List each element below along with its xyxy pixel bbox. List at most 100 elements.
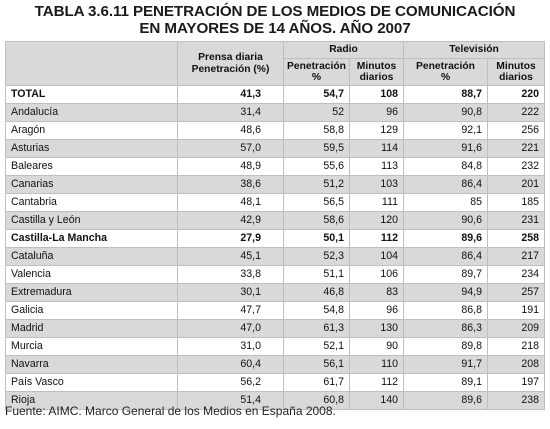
header-region	[5, 41, 178, 86]
cell-region: Canarias	[5, 175, 178, 194]
cell-tv-minutos: 185	[487, 193, 546, 212]
cell-prensa: 42,9	[177, 211, 284, 230]
cell-radio-minutos: 112	[348, 373, 405, 392]
cell-radio-penetracion: 52,3	[283, 247, 350, 266]
table-body: TOTAL 41,3 54,7 108 88,7 220 Andalucía 31,4 52 96…	[5, 85, 546, 410]
cell-radio-penetracion: 55,6	[283, 157, 350, 176]
header-radio: Radio	[282, 41, 405, 59]
table-row: Baleares 48,9 55,6 113 84,8 232	[5, 157, 546, 176]
cell-tv-minutos: 222	[487, 103, 546, 122]
cell-prensa: 48,1	[177, 193, 284, 212]
table-title-line2: EN MAYORES DE 14 AÑOS. AÑO 2007	[139, 20, 411, 37]
cell-radio-minutos: 129	[348, 121, 405, 140]
media-penetration-table: Prensa diaria Penetración (%) Radio Tele…	[5, 41, 546, 410]
cell-tv-penetracion: 90,8	[403, 103, 489, 122]
cell-radio-penetracion: 58,8	[283, 121, 350, 140]
cell-tv-minutos: 197	[487, 373, 546, 392]
header-tv-min-label: Minutos	[496, 60, 536, 72]
cell-tv-penetracion: 91,6	[403, 139, 489, 158]
cell-prensa: 27,9	[177, 229, 284, 248]
header-radio-min-sub: diarios	[359, 72, 394, 83]
cell-tv-minutos: 209	[487, 319, 546, 338]
cell-radio-penetracion: 56,5	[283, 193, 350, 212]
cell-radio-penetracion: 61,3	[283, 319, 350, 338]
header-prensa-sub: Penetración (%)	[191, 63, 270, 75]
cell-region: Extremadura	[5, 283, 178, 302]
cell-prensa: 41,3	[177, 85, 284, 104]
table-row: Navarra 60,4 56,1 110 91,7 208	[5, 355, 546, 374]
cell-radio-minutos: 104	[348, 247, 405, 266]
header-radio-pen-pct: %	[311, 72, 322, 83]
cell-region: Castilla-La Mancha	[5, 229, 178, 248]
cell-prensa: 31,0	[177, 337, 284, 356]
table-row: Murcia 31,0 52,1 90 89,8 218	[5, 337, 546, 356]
cell-tv-minutos: 217	[487, 247, 546, 266]
cell-radio-minutos: 96	[348, 301, 405, 320]
cell-tv-minutos: 231	[487, 211, 546, 230]
cell-tv-penetracion: 84,8	[403, 157, 489, 176]
cell-radio-penetracion: 51,1	[283, 265, 350, 284]
cell-tv-penetracion: 91,7	[403, 355, 489, 374]
table-row: País Vasco 56,2 61,7 112 89,1 197	[5, 373, 546, 392]
cell-radio-penetracion: 61,7	[283, 373, 350, 392]
cell-radio-minutos: 111	[348, 193, 405, 212]
cell-prensa: 38,6	[177, 175, 284, 194]
cell-radio-penetracion: 54,7	[283, 85, 350, 104]
cell-tv-penetracion: 92,1	[403, 121, 489, 140]
cell-prensa: 47,7	[177, 301, 284, 320]
cell-radio-penetracion: 46,8	[283, 283, 350, 302]
cell-region: Murcia	[5, 337, 178, 356]
cell-region: Navarra	[5, 355, 178, 374]
table-row: Galicia 47,7 54,8 96 86,8 191	[5, 301, 546, 320]
cell-region: Andalucía	[5, 103, 178, 122]
cell-tv-minutos: 256	[487, 121, 546, 140]
cell-prensa: 57,0	[177, 139, 284, 158]
table-row: Madrid 47,0 61,3 130 86,3 209	[5, 319, 546, 338]
cell-radio-minutos: 103	[348, 175, 405, 194]
cell-radio-minutos: 83	[348, 283, 405, 302]
cell-prensa: 48,6	[177, 121, 284, 140]
cell-prensa: 48,9	[177, 157, 284, 176]
cell-region: Asturias	[5, 139, 178, 158]
cell-radio-penetracion: 51,2	[283, 175, 350, 194]
cell-tv-minutos: 257	[487, 283, 546, 302]
table-row: Cantabria 48,1 56,5 111 85 185	[5, 193, 546, 212]
cell-tv-penetracion: 86,4	[403, 247, 489, 266]
cell-prensa: 31,4	[177, 103, 284, 122]
cell-region: Cantabria	[5, 193, 178, 212]
cell-tv-penetracion: 85	[403, 193, 489, 212]
cell-tv-minutos: 232	[487, 157, 546, 176]
cell-tv-penetracion: 89,6	[403, 229, 489, 248]
cell-tv-penetracion: 86,8	[403, 301, 489, 320]
header-tv-min-sub: diarios	[499, 72, 533, 83]
cell-tv-minutos: 191	[487, 301, 546, 320]
cell-tv-minutos: 258	[487, 229, 546, 248]
cell-tv-minutos: 201	[487, 175, 546, 194]
cell-region: Castilla y León	[5, 211, 178, 230]
header-radio-minutos: Minutos diarios	[348, 58, 405, 86]
cell-tv-minutos: 220	[487, 85, 546, 104]
cell-radio-penetracion: 56,1	[283, 355, 350, 374]
cell-radio-penetracion: 54,8	[283, 301, 350, 320]
cell-radio-minutos: 120	[348, 211, 405, 230]
cell-prensa: 30,1	[177, 283, 284, 302]
header-tv-pen-pct: %	[440, 72, 451, 83]
cell-tv-penetracion: 90,6	[403, 211, 489, 230]
cell-tv-penetracion: 89,6	[403, 391, 489, 410]
cell-region: País Vasco	[5, 373, 178, 392]
table-row: Castilla y León 42,9 58,6 120 90,6 231	[5, 211, 546, 230]
header-radio-pen-label: Penetración	[287, 60, 346, 72]
cell-tv-penetracion: 94,9	[403, 283, 489, 302]
cell-prensa: 51,4	[177, 391, 284, 410]
cell-region: Galicia	[5, 301, 178, 320]
table-title: TABLA 3.6.11 PENETRACIÓN DE LOS MEDIOS D…	[0, 3, 550, 37]
cell-region: Valencia	[5, 265, 178, 284]
table-row: Andalucía 31,4 52 96 90,8 222	[5, 103, 546, 122]
cell-prensa: 33,8	[177, 265, 284, 284]
source-note: Fuente: AIMC. Marco General de los Medio…	[5, 404, 336, 418]
cell-tv-minutos: 234	[487, 265, 546, 284]
header-prensa-label: Prensa diaria	[198, 52, 263, 63]
cell-region: Cataluña	[5, 247, 178, 266]
cell-tv-minutos: 221	[487, 139, 546, 158]
table-row: Rioja 51,4 60,8 140 89,6 238	[5, 391, 546, 410]
